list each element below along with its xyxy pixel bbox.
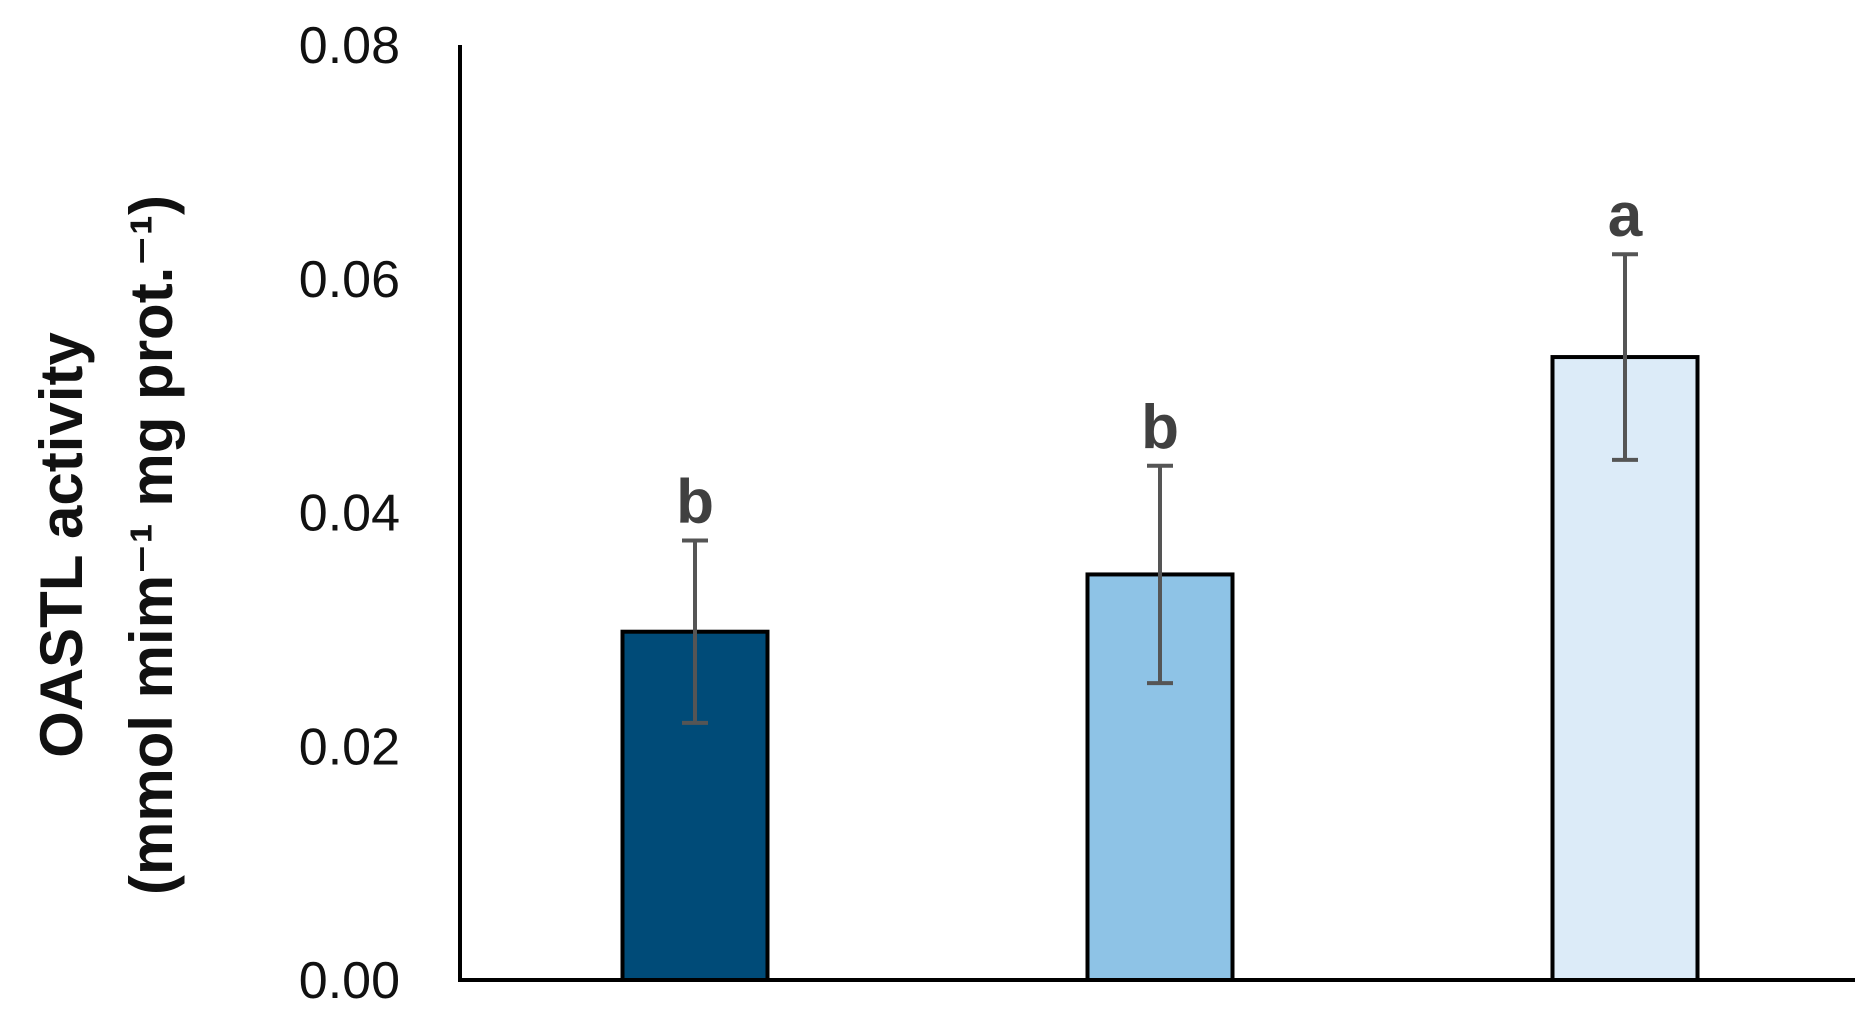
significance-label: b (676, 468, 714, 537)
significance-label: a (1608, 181, 1643, 250)
y-tick-label: 0.00 (299, 952, 400, 1010)
significance-label: b (1141, 393, 1179, 462)
y-axis-label-line-2: (mmol mim⁻¹ mg prot.⁻¹) (118, 195, 185, 895)
y-tick-label: 0.04 (299, 485, 400, 543)
y-tick-label: 0.06 (299, 251, 400, 309)
error-bar (682, 538, 708, 725)
y-tick-label: 0.02 (299, 718, 400, 776)
axes (458, 45, 1855, 982)
error-bar (1147, 463, 1173, 686)
bars: b b a (620, 181, 1700, 983)
y-tick-label: 0.08 (299, 17, 400, 75)
y-axis-label: OASTL activity (mmol mim⁻¹ mg prot.⁻¹) (28, 195, 185, 895)
y-axis-ticks: 0.00 0.02 0.04 0.06 0.08 (299, 17, 400, 1010)
error-bar (1612, 252, 1638, 462)
y-axis-label-line-1: OASTL activity (28, 332, 95, 758)
